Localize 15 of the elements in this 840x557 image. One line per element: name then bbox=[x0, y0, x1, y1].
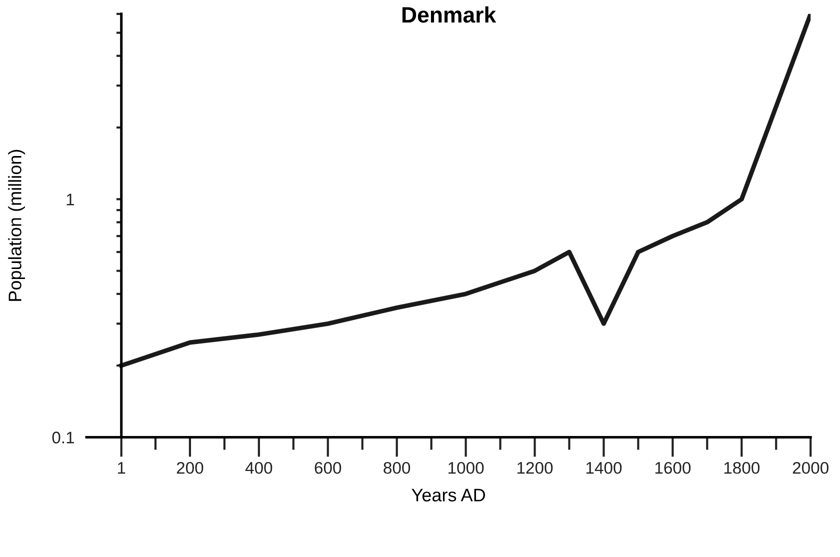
x-tick-label: 1800 bbox=[724, 462, 760, 474]
x-axis-title: Years AD bbox=[412, 488, 486, 502]
x-tick-label: 400 bbox=[245, 462, 272, 474]
x-tick-label: 1200 bbox=[517, 462, 553, 474]
chart-title: Denmark bbox=[402, 6, 496, 23]
x-tick-label: 1600 bbox=[655, 462, 691, 474]
y-tick-label: 0.1 bbox=[52, 432, 74, 444]
x-tick-label: 1400 bbox=[586, 462, 622, 474]
x-tick-label: 1 bbox=[118, 462, 126, 474]
x-tick-label: 2000 bbox=[792, 462, 828, 474]
y-axis-title: Population (million) bbox=[8, 150, 25, 301]
x-tick-label: 600 bbox=[314, 462, 342, 474]
x-tick-label: 200 bbox=[176, 462, 204, 474]
x-tick-label: 1000 bbox=[448, 462, 484, 474]
x-tick-label: 800 bbox=[384, 462, 410, 474]
